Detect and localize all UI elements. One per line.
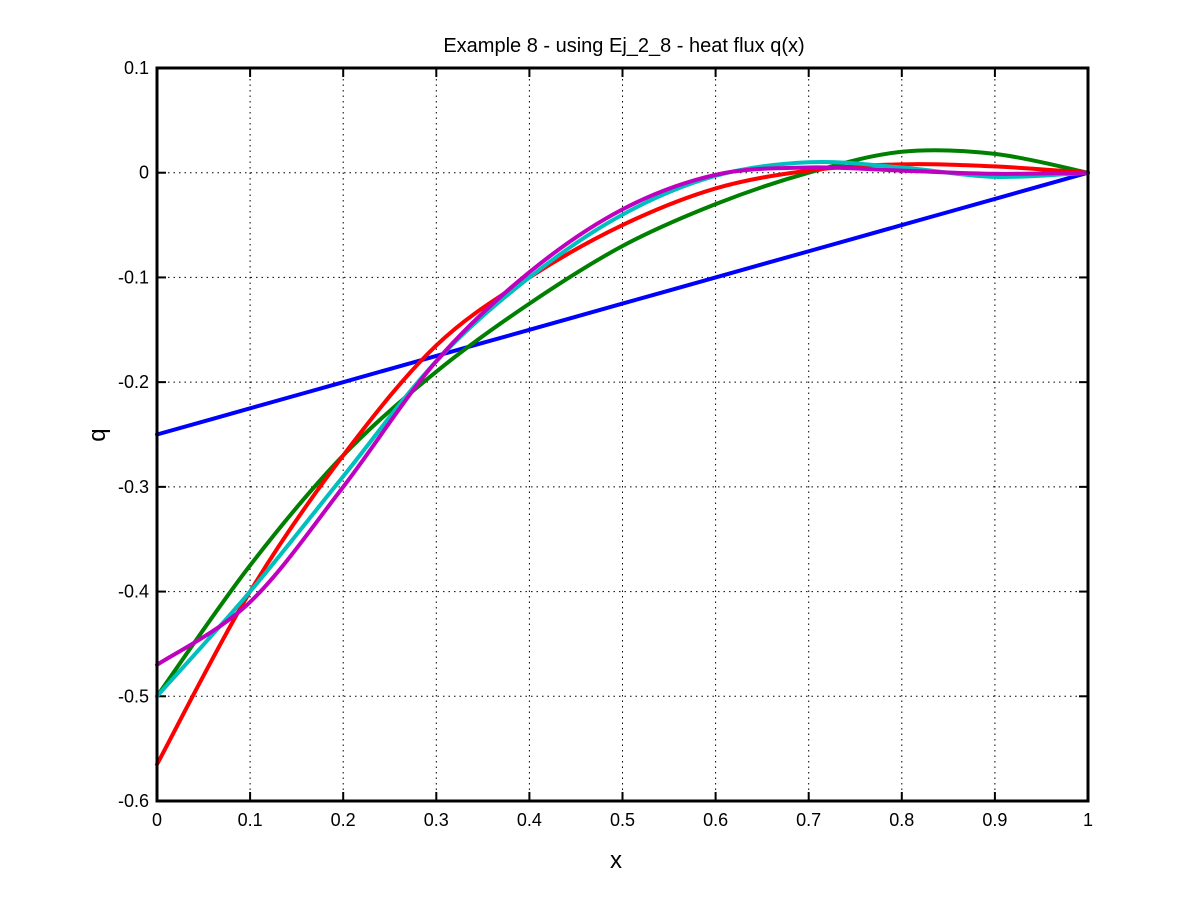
x-axis-label: x <box>610 847 622 874</box>
chart-title: Example 8 - using Ej_2_8 - heat flux q(x… <box>443 35 804 57</box>
x-tick-label: 0.3 <box>424 810 449 830</box>
y-tick-label: -0.2 <box>118 372 149 392</box>
y-tick-label: -0.4 <box>118 582 149 602</box>
series-lines <box>155 148 1090 767</box>
y-axis-label: q <box>84 428 111 441</box>
y-tick-label: -0.6 <box>118 791 149 811</box>
series-line-1 <box>155 170 1090 437</box>
y-tick-label: 0 <box>139 163 149 183</box>
x-tick-label: 0.8 <box>889 810 914 830</box>
series-line-5 <box>155 165 1090 667</box>
ticks <box>156 67 1089 802</box>
x-tick-label: 0.1 <box>238 810 263 830</box>
x-tick-label: 0 <box>152 810 162 830</box>
series-line-4 <box>155 159 1090 699</box>
plot-frame <box>155 66 1090 803</box>
y-tick-label: -0.5 <box>118 686 149 706</box>
x-tick-labels: 0 0.1 0.2 0.3 0.4 0.5 0.6 0.7 0.8 0.9 1 <box>152 810 1093 830</box>
x-tick-label: 1 <box>1083 810 1093 830</box>
x-tick-label: 0.7 <box>796 810 821 830</box>
y-tick-labels: 0.1 0 -0.1 -0.2 -0.3 -0.4 -0.5 -0.6 <box>118 58 149 811</box>
series-line-2 <box>155 148 1090 699</box>
x-tick-label: 0.2 <box>331 810 356 830</box>
y-tick-label: -0.1 <box>118 267 149 287</box>
x-tick-label: 0.5 <box>610 810 635 830</box>
grid <box>157 68 1088 801</box>
x-tick-label: 0.6 <box>703 810 728 830</box>
x-tick-label: 0.9 <box>982 810 1007 830</box>
y-tick-label: -0.3 <box>118 477 149 497</box>
y-tick-label: 0.1 <box>124 58 149 78</box>
series-line-3 <box>155 162 1090 767</box>
x-tick-label: 0.4 <box>517 810 542 830</box>
